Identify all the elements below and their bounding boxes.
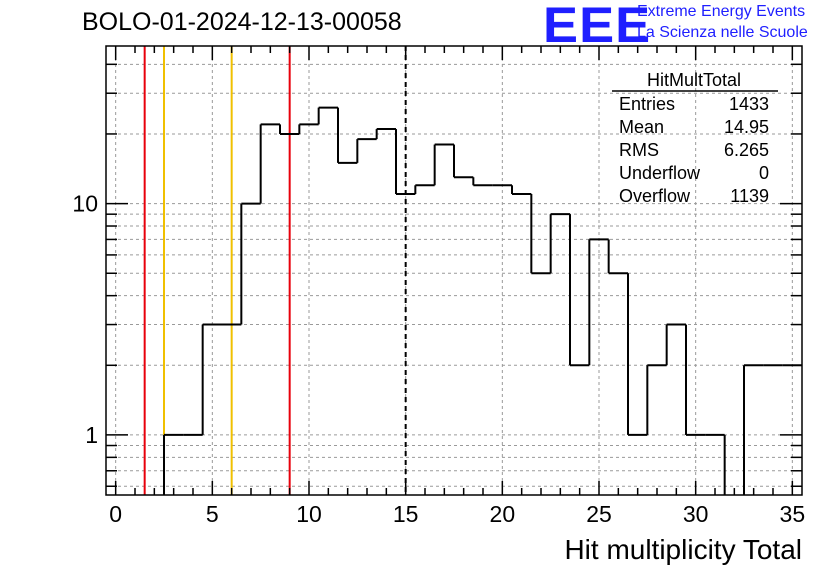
x-tick-label: 25	[586, 501, 612, 527]
y-tick-label: 1	[85, 422, 98, 448]
stats-label: RMS	[619, 140, 659, 160]
plot-frame	[105, 45, 803, 496]
x-tick-label: 5	[206, 501, 219, 527]
stats-title: HitMultTotal	[647, 70, 741, 90]
stats-label: Entries	[619, 94, 675, 114]
x-tick-label: 0	[109, 501, 122, 527]
x-tick-label: 20	[490, 501, 516, 527]
stats-label: Mean	[619, 117, 664, 137]
grid	[106, 46, 802, 495]
run-title: BOLO-01-2024-12-13-00058	[82, 8, 402, 36]
logo-subtitle-line2: La Scienza nelle Scuole	[637, 24, 808, 41]
x-axis-label: Hit multiplicity Total	[564, 534, 802, 565]
logo-subtitle-line1: Extreme Energy Events	[637, 3, 806, 20]
x-tick-label: 10	[296, 501, 322, 527]
stats-value: 1139	[730, 186, 769, 206]
histogram-bins	[163, 106, 802, 495]
x-tick-label: 30	[683, 501, 709, 527]
stats-value: 14.95	[724, 117, 769, 137]
stats-box: HitMultTotal Entries 1433 Mean 14.95 RMS…	[612, 70, 778, 206]
stats-label: Underflow	[619, 163, 701, 183]
axes: 0 5 10 15 20 25 30 35 1 10	[72, 45, 806, 527]
marker-lines	[143, 46, 407, 495]
stats-label: Overflow	[619, 186, 691, 206]
stats-value: 0	[759, 163, 769, 183]
x-tick-label: 15	[393, 501, 419, 527]
stats-value: 6.265	[724, 140, 769, 160]
eee-logo: EEE	[543, 0, 652, 53]
y-tick-label: 10	[72, 191, 98, 217]
stats-value: 1433	[729, 94, 769, 114]
x-tick-label: 35	[780, 501, 806, 527]
